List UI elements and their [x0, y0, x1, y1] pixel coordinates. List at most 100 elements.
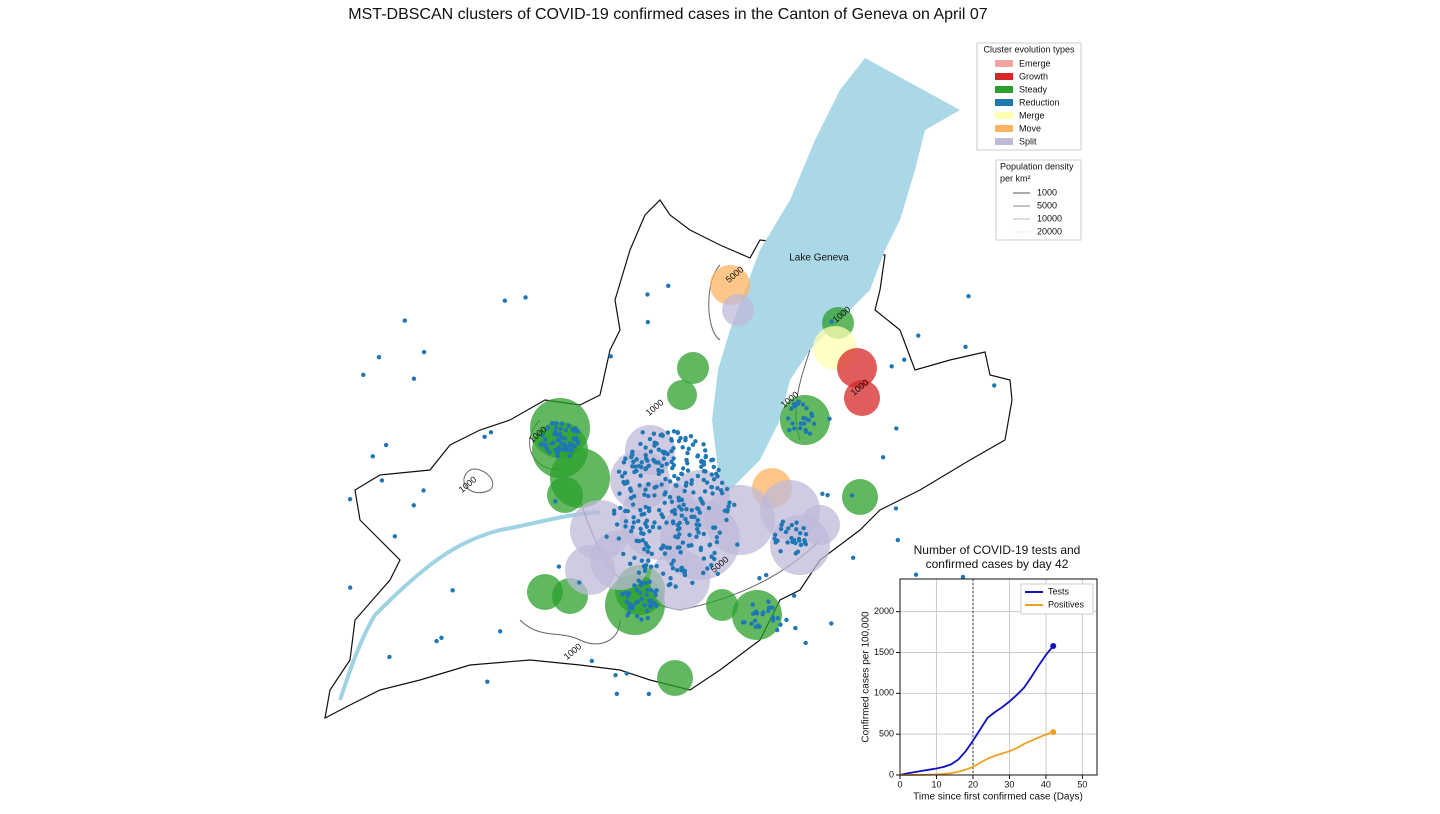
case-point: [797, 531, 803, 536]
case-point: [685, 468, 691, 473]
legend-title: per km²: [1000, 173, 1031, 183]
case-point: [651, 431, 657, 436]
case-point: [668, 576, 673, 581]
case-point: [639, 558, 645, 563]
case-point: [715, 486, 720, 491]
case-point: [684, 506, 689, 512]
end-marker: [1050, 642, 1057, 649]
case-point: [677, 545, 682, 550]
case-point: [667, 494, 673, 500]
case-point: [689, 481, 694, 487]
case-point: [555, 454, 560, 459]
case-point: [623, 519, 629, 524]
case-point: [645, 319, 651, 325]
case-point: [638, 590, 643, 595]
case-point: [659, 512, 664, 517]
case-point: [656, 471, 661, 477]
case-point: [624, 671, 629, 676]
case-point: [756, 623, 761, 628]
case-point: [679, 507, 684, 512]
case-point: [643, 504, 648, 510]
case-point: [632, 583, 637, 588]
case-point: [772, 536, 777, 541]
case-point: [643, 453, 648, 458]
case-point: [820, 491, 825, 497]
case-point: [724, 517, 729, 523]
case-point: [618, 505, 623, 511]
case-point: [694, 522, 699, 527]
case-point: [648, 449, 654, 454]
case-point: [849, 493, 855, 498]
case-point: [547, 450, 552, 455]
case-point: [621, 479, 626, 485]
case-point: [558, 426, 563, 432]
case-point: [379, 478, 385, 483]
case-point: [630, 464, 635, 469]
case-point: [575, 429, 581, 434]
case-point: [556, 564, 562, 569]
legend-label: Move: [1019, 123, 1041, 133]
case-point: [889, 364, 894, 369]
x-tick-label: 0: [897, 779, 902, 789]
case-point: [679, 513, 685, 518]
case-point: [634, 538, 639, 544]
case-point: [572, 437, 577, 442]
case-point: [632, 555, 637, 561]
case-point: [827, 416, 832, 422]
case-point: [773, 540, 778, 545]
case-point: [485, 679, 490, 684]
cluster: [657, 660, 693, 696]
case-point: [675, 476, 681, 481]
case-point: [692, 514, 697, 520]
case-point: [675, 523, 680, 528]
legend-box: [976, 42, 1082, 151]
case-point: [545, 426, 550, 431]
case-point: [672, 473, 677, 479]
case-point: [604, 534, 609, 539]
case-point: [963, 344, 968, 350]
case-point: [613, 672, 618, 678]
case-point: [392, 534, 398, 539]
case-point: [642, 546, 647, 552]
case-point: [642, 602, 647, 608]
case-point: [699, 458, 704, 464]
x-tick-label: 10: [931, 779, 941, 789]
case-point: [643, 456, 649, 461]
case-point: [523, 295, 528, 300]
lake-label: Lake Geneva: [789, 253, 849, 264]
case-point: [553, 499, 558, 504]
case-point: [691, 490, 696, 495]
case-point: [347, 585, 353, 590]
legend-label: Reduction: [1019, 97, 1060, 107]
case-point: [623, 524, 628, 529]
case-point: [650, 602, 655, 607]
case-point: [803, 531, 809, 537]
case-point: [662, 500, 667, 505]
case-point: [614, 522, 620, 527]
case-point: [649, 587, 654, 593]
case-point: [439, 635, 444, 641]
case-point: [680, 445, 685, 450]
case-point: [630, 603, 636, 608]
case-point: [703, 469, 708, 474]
case-point: [669, 459, 674, 465]
end-marker: [1050, 729, 1057, 736]
case-point: [689, 508, 694, 513]
case-point: [709, 472, 715, 477]
case-point: [643, 445, 648, 450]
case-point: [711, 525, 716, 530]
case-point: [638, 526, 643, 532]
case-point: [712, 550, 717, 556]
case-point: [694, 526, 700, 532]
case-point: [701, 556, 707, 561]
case-point: [850, 555, 856, 561]
case-point: [658, 546, 664, 551]
case-point: [684, 457, 689, 463]
case-point: [697, 510, 703, 515]
case-point: [654, 588, 659, 593]
case-point: [669, 561, 674, 567]
case-point: [803, 640, 808, 646]
case-point: [645, 549, 651, 554]
case-point: [789, 522, 795, 528]
case-point: [913, 572, 919, 577]
